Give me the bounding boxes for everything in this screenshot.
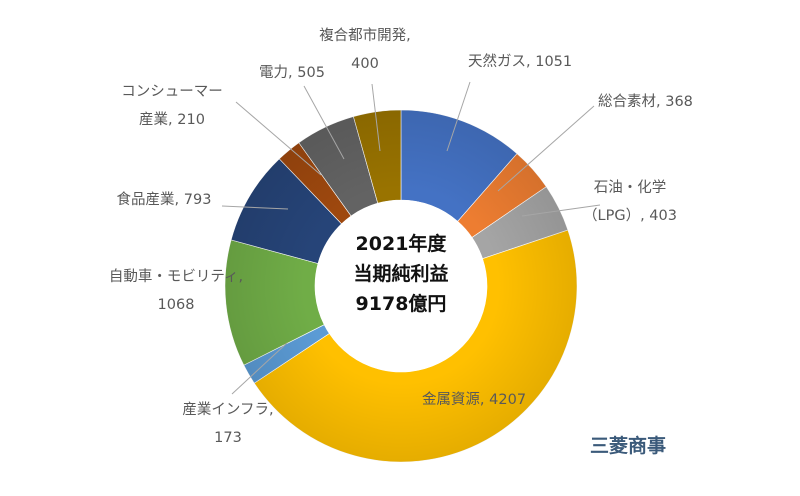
slice-label-8-line-1: コンシューマー — [121, 84, 223, 100]
leader-line-5 — [231, 342, 288, 395]
slice-label-4-line-1: 金属資源, 4207 — [422, 391, 526, 408]
slice-labels: 天然ガス, 1051 総合素材, 368 石油・化学 （LPG）, 403 金属資源, … — [109, 27, 693, 446]
center-line-2: 当期純利益 — [353, 262, 448, 285]
leader-line-8 — [235, 101, 322, 176]
leader-line-10 — [371, 83, 381, 152]
leader-line-1 — [446, 81, 471, 152]
slice-label-10-line-2: 400 — [351, 56, 379, 72]
slice-label-6-line-2: 1068 — [158, 297, 195, 313]
slice-label-9-line-1: 電力, 505 — [259, 64, 325, 81]
slice-label-1-line-1: 天然ガス, 1051 — [468, 53, 572, 70]
slice-label-6-line-1: 自動車・モビリティ, — [109, 268, 243, 285]
slice-label-3-line-1: 石油・化学 — [594, 179, 667, 196]
leader-line-3 — [521, 204, 601, 217]
slice-label-5-line-1: 産業インフラ, — [182, 401, 273, 418]
center-label: 2021年度 当期純利益 9178億円 — [353, 232, 448, 315]
leader-line-2 — [497, 105, 595, 192]
slice-label-8-line-2: 産業, 210 — [139, 111, 205, 128]
leader-line-9 — [303, 85, 345, 160]
company-name: 三菱商事 — [590, 434, 666, 457]
slice-label-5-line-2: 173 — [214, 430, 242, 446]
slice-label-10-line-1: 複合都市開発, — [319, 27, 411, 44]
slice-label-3-line-2: （LPG）, 403 — [583, 207, 677, 224]
donut-hole — [315, 200, 487, 372]
leader-line-7 — [221, 205, 289, 210]
center-line-3: 9178億円 — [356, 292, 447, 315]
leader-lines — [221, 81, 601, 395]
center-line-1: 2021年度 — [356, 232, 448, 255]
slice-label-2-line-1: 総合素材, 368 — [598, 93, 693, 110]
slice-label-7-line-1: 食品産業, 793 — [117, 191, 212, 208]
donut-slices — [224, 109, 578, 463]
